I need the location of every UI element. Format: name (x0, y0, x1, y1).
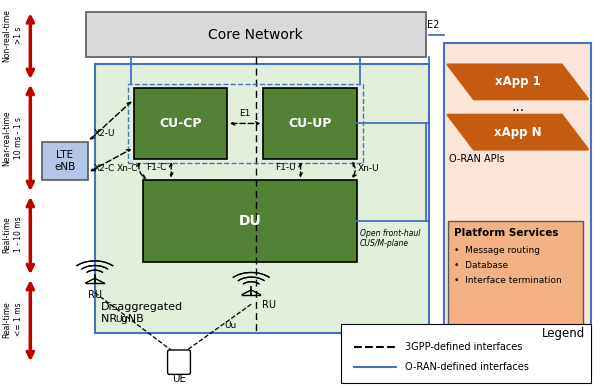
Text: 3GPP-defined interfaces: 3GPP-defined interfaces (405, 343, 522, 352)
Text: 10 ms - 1 s: 10 ms - 1 s (14, 117, 23, 159)
Text: ...: ... (511, 100, 524, 114)
FancyBboxPatch shape (341, 324, 591, 383)
FancyBboxPatch shape (143, 180, 356, 262)
FancyBboxPatch shape (444, 43, 591, 343)
Text: O-RAN APIs: O-RAN APIs (449, 154, 504, 164)
FancyBboxPatch shape (86, 12, 426, 57)
Text: Legend: Legend (542, 327, 585, 340)
Text: X2-C: X2-C (94, 164, 115, 173)
Text: Open front-haul
CUS/M-plane: Open front-haul CUS/M-plane (359, 229, 420, 248)
Text: Core Network: Core Network (208, 28, 303, 42)
Text: xApp 1: xApp 1 (495, 75, 541, 88)
Text: E1: E1 (240, 109, 251, 118)
Text: xApp N: xApp N (494, 126, 542, 139)
Text: Near-real-time: Near-real-time (2, 110, 11, 166)
Text: F1-C: F1-C (146, 163, 166, 172)
Text: O-RAN-defined interfaces: O-RAN-defined interfaces (405, 362, 528, 372)
Text: Platform Services: Platform Services (454, 228, 559, 238)
Text: Uu: Uu (224, 321, 236, 330)
FancyBboxPatch shape (134, 88, 227, 159)
Text: UE: UE (172, 374, 186, 385)
Polygon shape (448, 115, 588, 149)
Text: X2-U: X2-U (94, 129, 115, 138)
Text: Uu: Uu (116, 315, 128, 324)
Text: Near-RT RIC: Near-RT RIC (450, 323, 516, 333)
FancyBboxPatch shape (167, 350, 190, 374)
Text: 1 - 10 ms: 1 - 10 ms (14, 217, 23, 253)
Text: •  Database: • Database (454, 261, 508, 270)
Text: Non-real-time: Non-real-time (2, 9, 11, 62)
Text: •  Interface termination: • Interface termination (454, 275, 562, 284)
Text: •  Message routing: • Message routing (454, 246, 540, 255)
FancyBboxPatch shape (95, 64, 429, 333)
Text: LTE
eNB: LTE eNB (54, 150, 76, 172)
Text: DU: DU (239, 214, 261, 228)
Text: RU: RU (262, 300, 276, 310)
Text: Real-time: Real-time (2, 301, 11, 338)
Text: Xn-U: Xn-U (358, 164, 379, 173)
Text: <= 1 ms: <= 1 ms (14, 303, 23, 336)
Text: E2: E2 (426, 19, 439, 29)
Text: Disaggregated
NR gNB: Disaggregated NR gNB (101, 302, 183, 324)
Polygon shape (448, 64, 588, 99)
FancyBboxPatch shape (263, 88, 356, 159)
Text: Real-time: Real-time (2, 216, 11, 253)
Text: >1 s: >1 s (14, 27, 23, 44)
Text: Xn-C: Xn-C (117, 164, 138, 173)
Text: F1-U: F1-U (275, 163, 296, 172)
FancyBboxPatch shape (42, 142, 88, 180)
Text: CU-UP: CU-UP (288, 117, 332, 130)
Text: RU: RU (88, 290, 101, 300)
FancyBboxPatch shape (448, 221, 583, 327)
Text: CU-CP: CU-CP (159, 117, 202, 130)
